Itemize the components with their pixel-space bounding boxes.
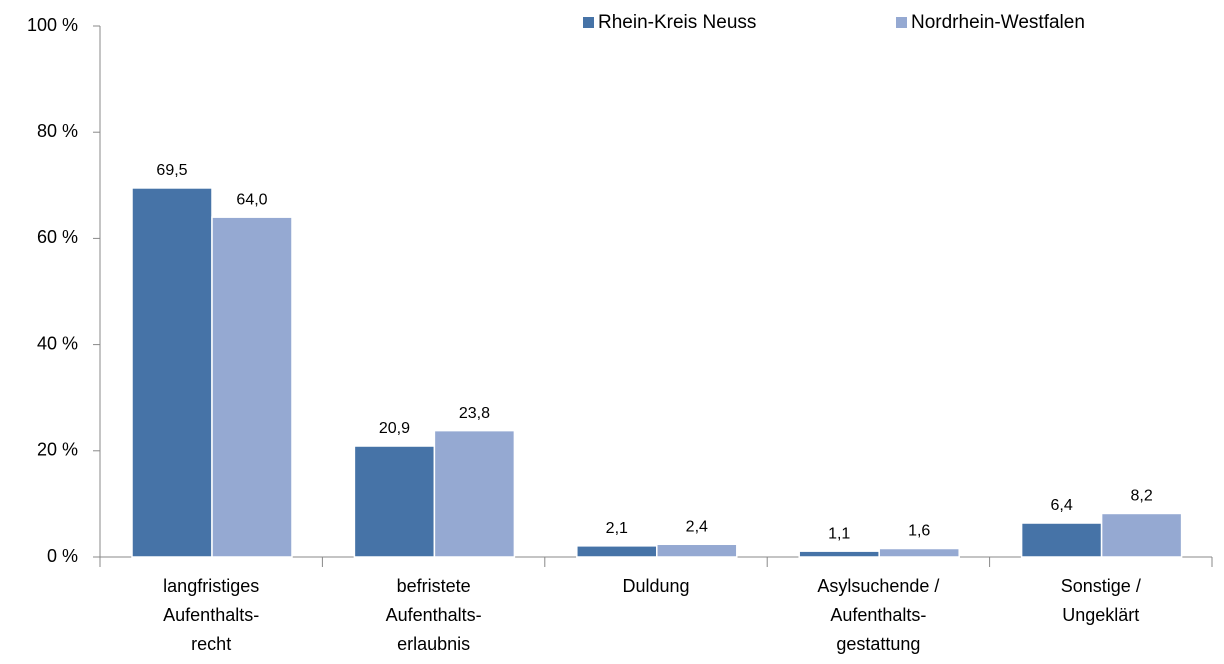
- bar: [1020, 522, 1103, 558]
- x-tick-label: langfristiges Aufenthalts-recht: [163, 576, 259, 654]
- x-tick-label-line: Sonstige /: [1061, 576, 1141, 596]
- bar: [1100, 512, 1183, 558]
- x-tick-label-line: Asylsuchende /: [817, 576, 939, 596]
- bar: [131, 187, 213, 558]
- x-tick-label-line: Aufenthalts-: [386, 605, 482, 625]
- x-tick-label-line: befristete: [397, 576, 471, 596]
- x-tick-label-line: Duldung: [622, 576, 689, 596]
- bar: [576, 545, 658, 558]
- value-label: 23,8: [459, 405, 490, 422]
- y-tick-label: 0 %: [47, 546, 78, 566]
- x-tick-label-line: erlaubnis: [397, 634, 470, 654]
- x-tick-label-line: gestattung: [836, 634, 920, 654]
- value-label: 8,2: [1130, 488, 1152, 505]
- value-label: 6,4: [1050, 497, 1072, 514]
- value-label: 2,4: [686, 518, 708, 535]
- value-label: 1,1: [828, 525, 850, 542]
- x-tick-label-line: Ungeklärt: [1062, 605, 1139, 625]
- legend-swatch: [583, 17, 594, 28]
- x-tick-label: Duldung: [622, 576, 689, 596]
- y-tick-label: 20 %: [37, 440, 78, 460]
- legend-swatch: [896, 17, 907, 28]
- legend-label: Nordrhein-Westfalen: [911, 12, 1085, 33]
- legend-label: Rhein-Kreis Neuss: [598, 12, 756, 33]
- y-tick-label: 100 %: [27, 15, 78, 35]
- bar: [353, 445, 436, 558]
- bar: [211, 216, 293, 558]
- x-tick-label-line: Aufenthalts-: [163, 605, 259, 625]
- bar: [656, 543, 738, 558]
- y-tick-label: 80 %: [37, 121, 78, 141]
- x-tick-label-line: recht: [191, 634, 231, 654]
- y-tick-label: 40 %: [37, 333, 78, 353]
- y-tick-label: 60 %: [37, 227, 78, 247]
- value-label: 1,6: [908, 523, 930, 540]
- value-label: 64,0: [236, 191, 267, 208]
- x-tick-label-line: Aufenthalts-: [830, 605, 926, 625]
- x-tick-label-line: langfristiges: [163, 576, 259, 596]
- x-tick-label: befristete Aufenthalts-erlaubnis: [386, 576, 482, 654]
- value-label: 20,9: [379, 420, 410, 437]
- bar: [878, 547, 960, 558]
- value-label: 2,1: [606, 520, 628, 537]
- value-label: 69,5: [156, 162, 187, 179]
- bar: [798, 550, 880, 558]
- bar: [433, 429, 516, 558]
- x-tick-label: Asylsuchende / Aufenthalts-gestattung: [817, 576, 939, 654]
- x-tick-label: Sonstige / Ungeklärt: [1061, 576, 1141, 625]
